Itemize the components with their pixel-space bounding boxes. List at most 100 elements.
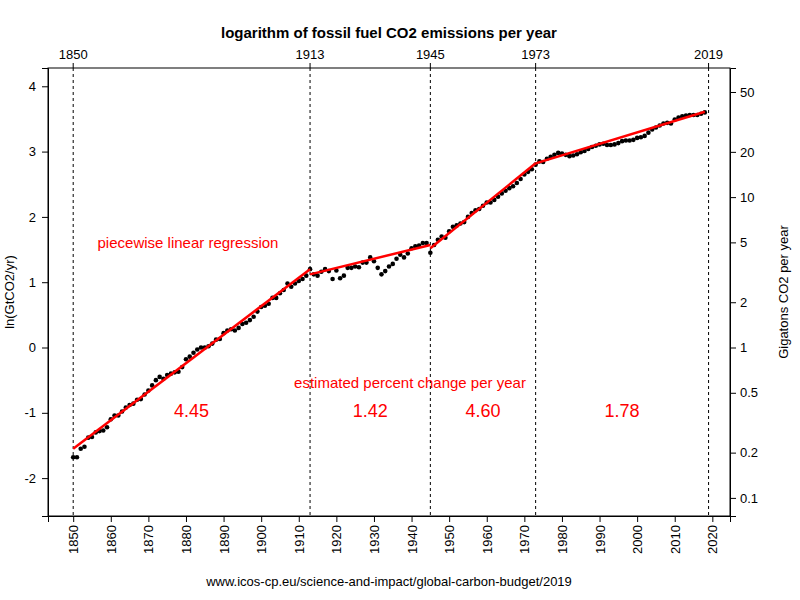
tick: 2 bbox=[730, 295, 747, 310]
tick: 0.1 bbox=[730, 491, 758, 506]
tick: 1900 bbox=[254, 516, 269, 554]
annotation: piecewise linear regression bbox=[98, 234, 279, 251]
tick-mark bbox=[374, 516, 375, 522]
breakpoint-tick bbox=[310, 63, 311, 68]
tick: 10 bbox=[730, 190, 754, 205]
tick-label: 5 bbox=[740, 235, 747, 250]
data-point bbox=[236, 326, 241, 331]
tick: 1940 bbox=[405, 516, 420, 554]
regression-line bbox=[73, 269, 310, 449]
data-point bbox=[357, 265, 362, 270]
breakpoint-label: 1945 bbox=[416, 47, 445, 62]
tick-label: 2 bbox=[740, 295, 747, 310]
tick-label: 1960 bbox=[480, 525, 495, 554]
tick: 1920 bbox=[329, 516, 344, 554]
tick-mark bbox=[73, 516, 74, 522]
tick-mark bbox=[730, 242, 736, 243]
data-point bbox=[154, 378, 159, 383]
tick-mark bbox=[730, 498, 736, 499]
tick-label: 1930 bbox=[367, 525, 382, 554]
tick: 2020 bbox=[705, 516, 720, 554]
data-point bbox=[251, 315, 256, 320]
tick: -1 bbox=[24, 405, 48, 420]
data-layer bbox=[71, 110, 707, 459]
data-point bbox=[428, 251, 433, 256]
tick-label: 1980 bbox=[555, 525, 570, 554]
tick: 1910 bbox=[292, 516, 307, 554]
tick-label: 0.1 bbox=[740, 491, 758, 506]
tick-mark bbox=[42, 478, 48, 479]
chart-title: logarithm of fossil fuel CO2 emissions p… bbox=[221, 24, 557, 41]
breakpoint-line bbox=[708, 68, 709, 516]
tick-label: 2010 bbox=[668, 525, 683, 554]
tick-label: 1880 bbox=[179, 525, 194, 554]
tick-mark bbox=[111, 516, 112, 522]
data-point bbox=[75, 455, 80, 460]
tick-label: 50 bbox=[740, 85, 754, 100]
tick-label: 1890 bbox=[217, 525, 232, 554]
data-point bbox=[330, 277, 335, 282]
chart-container: 1850186018701880189019001910192019301940… bbox=[0, 0, 800, 600]
breakpoint-line bbox=[535, 68, 536, 516]
tick-mark bbox=[712, 516, 713, 522]
tick-mark bbox=[261, 516, 262, 522]
tick-mark bbox=[148, 516, 149, 522]
tick-label: 0.5 bbox=[740, 385, 758, 400]
y2-axis-title: Gigatons CO2 per year bbox=[776, 224, 791, 358]
tick-label: 1920 bbox=[329, 525, 344, 554]
axis-line bbox=[731, 69, 737, 517]
breakpoint-line bbox=[430, 68, 431, 516]
tick: 1960 bbox=[480, 516, 495, 554]
data-point bbox=[375, 266, 380, 271]
tick-label: 0.2 bbox=[740, 445, 758, 460]
data-point bbox=[342, 273, 347, 278]
y2-axis: 0.10.20.5125102050 bbox=[730, 69, 758, 517]
x-axis: 1850186018701880189019001910192019301940… bbox=[49, 516, 731, 554]
regression-line bbox=[310, 245, 430, 274]
tick: 2010 bbox=[668, 516, 683, 554]
rate-label: 1.78 bbox=[605, 401, 640, 421]
data-point bbox=[191, 350, 196, 355]
data-point bbox=[383, 269, 388, 274]
tick-label: 1940 bbox=[405, 525, 420, 554]
tick: 4 bbox=[29, 79, 48, 94]
tick: 1880 bbox=[179, 516, 194, 554]
tick-label: 3 bbox=[29, 144, 36, 159]
tick: 5 bbox=[730, 235, 747, 250]
data-point bbox=[244, 320, 249, 325]
tick-label: 4 bbox=[29, 79, 36, 94]
tick-mark bbox=[524, 516, 525, 522]
tick-label: 2000 bbox=[630, 525, 645, 554]
tick: 1850 bbox=[66, 516, 81, 554]
tick-label: 1970 bbox=[517, 525, 532, 554]
data-point bbox=[387, 264, 392, 269]
tick: 1970 bbox=[517, 516, 532, 554]
tick: 1870 bbox=[141, 516, 156, 554]
tick-mark bbox=[730, 348, 736, 349]
data-point bbox=[338, 276, 343, 281]
tick: 20 bbox=[730, 145, 754, 160]
rate-label: 4.45 bbox=[174, 401, 209, 421]
tick-mark bbox=[449, 516, 450, 522]
tick-mark bbox=[730, 302, 736, 303]
tick: 0.2 bbox=[730, 445, 758, 460]
tick: 1 bbox=[29, 275, 48, 290]
tick-mark bbox=[42, 348, 48, 349]
tick-mark bbox=[42, 282, 48, 283]
breakpoint-label: 1850 bbox=[59, 47, 88, 62]
source: www.icos-cp.eu/science-and-impact/global… bbox=[205, 574, 572, 589]
breakpoint-tick bbox=[73, 63, 74, 68]
breakpoint-label: 1913 bbox=[296, 47, 325, 62]
tick-label: 1950 bbox=[442, 525, 457, 554]
tick-mark bbox=[42, 413, 48, 414]
tick-label: 2 bbox=[29, 210, 36, 225]
tick-mark bbox=[730, 152, 736, 153]
y-axis-title: ln(GtCO2/yr) bbox=[2, 255, 17, 329]
breakpoints: 18501913194519732019 bbox=[59, 47, 723, 516]
tick-label: 20 bbox=[740, 145, 754, 160]
tick-mark bbox=[730, 197, 736, 198]
rate-label: 4.60 bbox=[465, 401, 500, 421]
tick-mark bbox=[730, 393, 736, 394]
tick: 1890 bbox=[217, 516, 232, 554]
data-point bbox=[248, 318, 253, 323]
